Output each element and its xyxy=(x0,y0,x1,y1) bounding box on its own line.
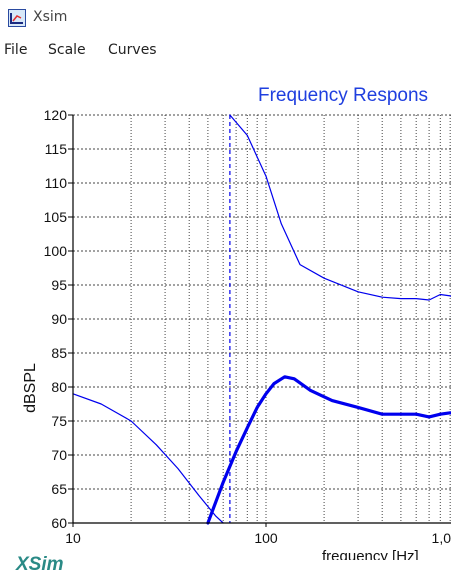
y-tick-label: 70 xyxy=(51,447,67,463)
x-tick-label: 100 xyxy=(254,530,278,546)
menu-curves[interactable]: Curves xyxy=(108,42,157,58)
y-axis-label: dBSPL xyxy=(22,363,39,413)
y-tick-label: 65 xyxy=(51,481,67,497)
y-tick-label: 75 xyxy=(51,413,67,429)
window-title: Xsim xyxy=(33,9,68,25)
response-curve-2 xyxy=(72,393,224,524)
response-curve-1 xyxy=(229,114,451,301)
y-tick-label: 100 xyxy=(44,243,68,259)
x-axis-label: frequency [Hz] xyxy=(322,548,419,560)
xsim-app-icon xyxy=(8,9,26,27)
y-tick-label: 85 xyxy=(51,345,67,361)
response-curve-3 xyxy=(206,375,451,525)
y-tick-label: 110 xyxy=(45,175,68,191)
curves xyxy=(72,114,451,525)
menu-file[interactable]: File xyxy=(4,42,28,58)
y-tick-label: 105 xyxy=(44,209,68,225)
chart-title: Frequency Respons xyxy=(258,85,428,106)
menu-scale[interactable]: Scale xyxy=(48,42,86,58)
x-tick-label: 10 xyxy=(65,530,81,546)
y-tick-label: 115 xyxy=(45,141,68,157)
y-tick-label: 120 xyxy=(44,107,68,123)
y-tick-label: 80 xyxy=(51,379,67,395)
title-bar: Xsim xyxy=(0,0,451,38)
grid xyxy=(73,114,451,523)
x-tick-label: 1,0 xyxy=(432,530,451,546)
xsim-logo: XSim xyxy=(16,554,64,575)
y-tick-label: 95 xyxy=(51,277,67,293)
y-tick-label: 90 xyxy=(51,311,67,327)
y-tick-label: 60 xyxy=(51,515,67,531)
